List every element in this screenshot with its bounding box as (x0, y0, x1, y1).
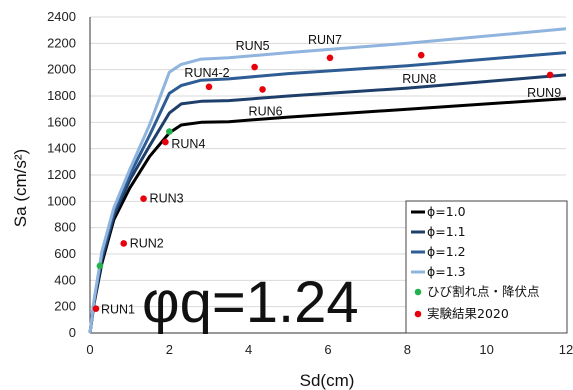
experiment-point (162, 138, 169, 146)
run-label: RUN1 (101, 303, 135, 317)
y-tick-label: 2200 (47, 35, 76, 50)
y-tick-label: 200 (54, 299, 76, 314)
legend-marker (414, 310, 422, 318)
y-tick-label: 1400 (47, 141, 76, 156)
y-tick-label: 600 (54, 246, 76, 261)
x-tick-label: 12 (559, 342, 573, 357)
y-tick-label: 1200 (47, 167, 76, 182)
experiment-point (251, 63, 258, 71)
legend-box (405, 200, 568, 334)
x-tick-label: 10 (479, 342, 493, 357)
legend-marker (414, 288, 422, 296)
grid-lines (90, 16, 566, 308)
tick-labels: 0 200 400 600 800 1000 1200 1400 1600 1800 2000 220… (47, 9, 573, 357)
run-label: RUN4 (171, 137, 205, 151)
phi-q-annotation: φq=1.24 (142, 270, 359, 335)
y-tick-label: 400 (54, 272, 76, 287)
legend-label: ϕ=1.3 (427, 264, 466, 279)
legend-label: ひび割れ点・降伏点 (427, 284, 540, 299)
y-tick-label: 1000 (47, 193, 76, 208)
experiment-point (546, 71, 554, 79)
x-tick-label: 0 (86, 342, 93, 357)
run-label: RUN7 (308, 33, 342, 47)
legend-label: ϕ=1.0 (427, 204, 466, 219)
experiment-point (417, 51, 425, 59)
data-points (92, 51, 554, 312)
y-tick-label: 1600 (47, 114, 76, 129)
y-tick-label: 2000 (47, 62, 76, 77)
experiment-point (326, 54, 334, 62)
y-tick-label: 800 (54, 220, 76, 235)
run-label: RUN9 (527, 86, 561, 100)
x-tick-label: 8 (404, 342, 411, 357)
y-axis-title: Sa (cm/s²) (11, 149, 30, 227)
x-tick-label: 6 (324, 342, 331, 357)
legend-label: ϕ=1.2 (427, 244, 466, 259)
yield-point (166, 128, 173, 135)
run-label: RUN3 (150, 192, 184, 206)
yield-point (96, 262, 104, 270)
experiment-point (259, 86, 266, 93)
y-tick-label: 0 (69, 325, 76, 340)
legend-label: 実験結果2020 (427, 306, 509, 321)
x-tick-label: 4 (245, 342, 252, 357)
y-tick-label: 1800 (47, 88, 76, 103)
experiment-point (92, 305, 100, 312)
y-tick-label: 2400 (47, 9, 76, 24)
run-label: RUN2 (130, 236, 164, 250)
run-label: RUN4-2 (184, 66, 229, 80)
run-label: RUN8 (402, 72, 436, 86)
experiment-point (205, 83, 213, 91)
legend-label: ϕ=1.1 (427, 224, 466, 239)
x-axis-title: Sd(cm) (300, 371, 355, 390)
experiment-point (140, 195, 147, 202)
run-label: RUN5 (236, 39, 270, 53)
x-tick-label: 2 (166, 342, 173, 357)
run-label: RUN6 (249, 104, 283, 118)
experiment-point (120, 240, 128, 247)
run-labels: RUN1 RUN2 RUN3 RUN4 RUN4-2 RUN5 RUN6 RUN7 RUN8 RU… (101, 33, 561, 317)
series-line-4 (88, 27, 567, 334)
